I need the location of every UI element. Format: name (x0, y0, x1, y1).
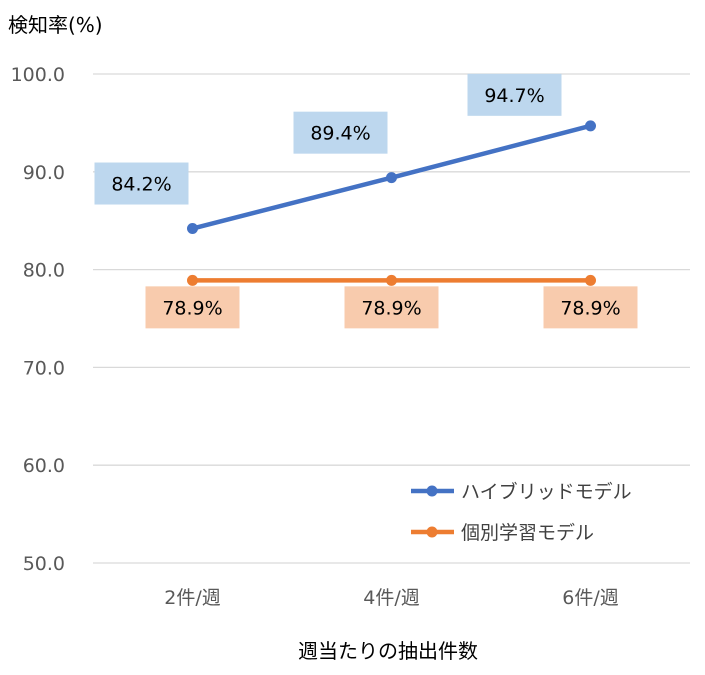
x-axis-title: 週当たりの抽出件数 (298, 639, 478, 663)
data-label-box (94, 162, 189, 205)
legend-label: 個別学習モデル (461, 522, 594, 544)
data-labels: 84.2% 89.4% 94.7% 78.9% 78.9% 78.9% (94, 73, 638, 329)
y-tick-label: 90.0 (23, 162, 65, 184)
series-lines (187, 120, 596, 286)
y-axis-title: 検知率(%) (8, 13, 103, 37)
data-label: 78.9% (361, 297, 421, 319)
data-label-box (467, 73, 562, 116)
y-tick-label: 60.0 (23, 455, 65, 477)
data-label-box (543, 286, 638, 329)
data-label: 94.7% (484, 85, 544, 107)
data-label: 89.4% (310, 123, 370, 145)
legend-marker (426, 526, 438, 538)
gridlines (93, 73, 690, 564)
y-tick-label: 50.0 (23, 553, 65, 575)
data-label-box (145, 286, 240, 329)
data-point (386, 274, 397, 286)
data-point (585, 274, 596, 286)
legend-label: ハイブリッドモデル (461, 480, 632, 503)
y-tick-label: 70.0 (23, 357, 65, 379)
data-label-box (293, 111, 388, 154)
data-point (585, 120, 596, 132)
y-tick-label: 80.0 (23, 260, 65, 282)
data-label-box (344, 286, 439, 329)
legend-marker (426, 485, 438, 497)
data-label: 78.9% (162, 297, 222, 319)
data-label: 78.9% (560, 297, 620, 319)
data-point (187, 274, 198, 286)
data-point (386, 172, 397, 184)
y-tick-label: 100.0 (11, 64, 65, 86)
data-point (187, 223, 198, 235)
y-tick-labels: 100.0 90.0 80.0 70.0 60.0 50.0 (11, 64, 65, 575)
x-tick-labels: 2件/週 4件/週 6件/週 (164, 587, 619, 609)
data-label: 84.2% (111, 174, 171, 196)
x-tick-label: 2件/週 (164, 587, 221, 609)
x-tick-label: 6件/週 (562, 587, 619, 609)
x-tick-label: 4件/週 (363, 587, 420, 609)
